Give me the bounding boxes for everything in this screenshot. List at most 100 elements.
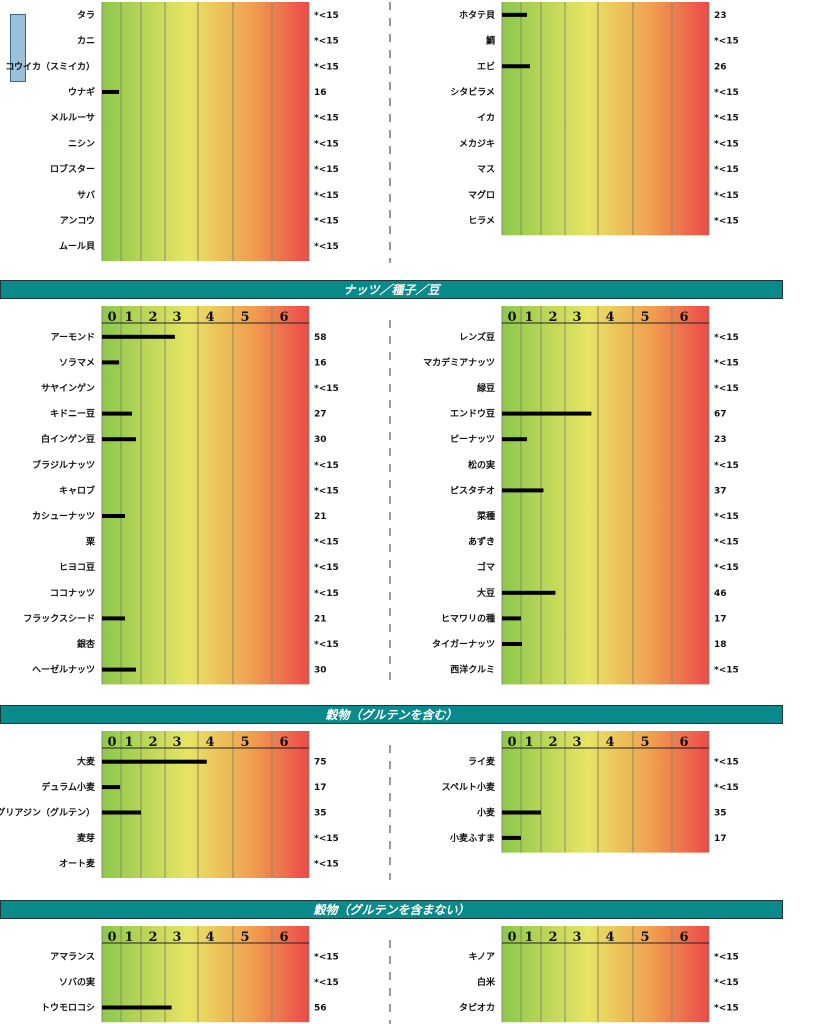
data-label: *<15 — [314, 978, 339, 988]
tick-label: 2 — [148, 735, 157, 750]
data-label: *<15 — [714, 666, 739, 676]
bar — [102, 514, 125, 518]
data-label: 67 — [714, 410, 727, 420]
category-label: タラ — [77, 9, 95, 21]
bar — [502, 642, 522, 646]
bar — [102, 411, 132, 416]
tick-label: 0 — [107, 930, 116, 945]
category-label: ソラマメ — [59, 357, 95, 368]
tick-label: 1 — [124, 735, 133, 750]
data-label: 35 — [714, 809, 727, 819]
category-label: 小麦 — [476, 807, 496, 819]
category-label: アマランス — [50, 952, 95, 963]
tick-label: 0 — [507, 930, 516, 945]
bar — [102, 810, 141, 815]
data-label: *<15 — [714, 384, 739, 394]
category-label: 白インゲン豆 — [41, 433, 95, 445]
category-label: シタビラメ — [450, 86, 495, 98]
data-label: *<15 — [714, 165, 739, 175]
bar — [502, 437, 527, 442]
bar — [502, 12, 527, 17]
data-label: 23 — [714, 11, 727, 21]
category-label: メルルーサ — [50, 113, 95, 124]
data-label: *<15 — [714, 139, 739, 149]
category-label: ニシン — [68, 138, 95, 149]
chart-seafood-left: タラ *<15 カニ *<15 コウイカ（スミイカ） *<15 ウナギ 16 メルルーサ *<15… — [5, 2, 339, 261]
category-label: 緑豆 — [477, 382, 495, 394]
section-header-gluten-free: 穀物（グルテンを含まない） — [0, 900, 783, 919]
category-label: 松の実 — [468, 459, 495, 471]
data-label: 16 — [314, 358, 327, 368]
category-label: エンドウ豆 — [450, 409, 495, 420]
tick-label: 0 — [507, 310, 516, 325]
category-label: ヒヨコ豆 — [59, 562, 95, 573]
tick-label: 6 — [279, 310, 288, 325]
tick-label: 6 — [679, 930, 688, 945]
tick-label: 6 — [679, 310, 688, 325]
category-label: ゴマ — [477, 561, 495, 573]
tick-label: 4 — [205, 735, 214, 750]
category-label: マカデミアナッツ — [423, 356, 495, 368]
category-label: カシューナッツ — [32, 511, 95, 522]
scale-background — [502, 2, 709, 236]
tick-label: 4 — [205, 310, 214, 325]
data-label: *<15 — [714, 1004, 739, 1014]
bar — [102, 667, 136, 672]
bar — [102, 89, 120, 94]
data-label: *<15 — [714, 114, 739, 124]
category-label: フラックスシード — [23, 613, 95, 624]
tick-label: 0 — [507, 735, 516, 750]
data-label: *<15 — [314, 461, 339, 471]
scale-background — [102, 2, 309, 261]
category-label: ロブスター — [50, 163, 95, 175]
data-label: *<15 — [314, 114, 339, 124]
data-label: 46 — [714, 589, 727, 599]
bar — [102, 437, 136, 442]
category-label: アンコウ — [60, 215, 95, 226]
bar — [102, 1005, 172, 1010]
category-label: コウイカ（スミイカ） — [5, 61, 95, 72]
category-label: サヤインゲン — [41, 382, 95, 394]
data-label: *<15 — [714, 88, 739, 98]
section-header-gluten: 穀物（グルテンを含む） — [0, 705, 783, 724]
category-label: 菜種 — [476, 510, 495, 522]
data-label: 30 — [314, 666, 327, 676]
category-label: 鯛 — [486, 35, 495, 47]
bar — [102, 334, 175, 339]
selection-marker[interactable] — [10, 14, 26, 82]
category-label: ピーナッツ — [450, 433, 495, 445]
tick-label: 5 — [240, 930, 249, 945]
category-label: キノア — [469, 952, 495, 963]
data-label: *<15 — [714, 538, 739, 548]
category-label: グリアジン（グルテン） — [0, 807, 95, 819]
data-label: *<15 — [314, 563, 339, 573]
bar — [502, 590, 556, 595]
data-label: *<15 — [314, 62, 339, 72]
category-label: トウモロコシ — [41, 1003, 95, 1014]
category-label: ライ麦 — [468, 756, 496, 768]
data-label: *<15 — [714, 953, 739, 963]
bar — [502, 488, 544, 493]
category-label: 大麦 — [77, 756, 96, 768]
data-label: *<15 — [314, 139, 339, 149]
tick-label: 3 — [572, 735, 581, 750]
tick-label: 1 — [524, 310, 533, 325]
category-label: デュラム小麦 — [41, 781, 96, 793]
scale-background — [102, 731, 309, 878]
data-label: *<15 — [714, 563, 739, 573]
category-label: ムール貝 — [59, 241, 95, 252]
category-label: レンズ豆 — [459, 331, 495, 343]
tick-label: 3 — [572, 310, 581, 325]
scale-background — [502, 306, 709, 685]
tick-label: 5 — [640, 310, 649, 325]
bar — [502, 835, 521, 840]
data-label: 35 — [314, 809, 327, 819]
tick-label: 3 — [572, 930, 581, 945]
tick-label: 3 — [172, 930, 181, 945]
category-label: 銀杏 — [77, 638, 96, 650]
tick-label: 5 — [640, 735, 649, 750]
chart-nuts-left: 0 1 2 3 4 5 6 アーモンド 58 ソラマメ 16 サヤインゲン *<15 キドニー豆 27 白イン… — [23, 306, 339, 685]
